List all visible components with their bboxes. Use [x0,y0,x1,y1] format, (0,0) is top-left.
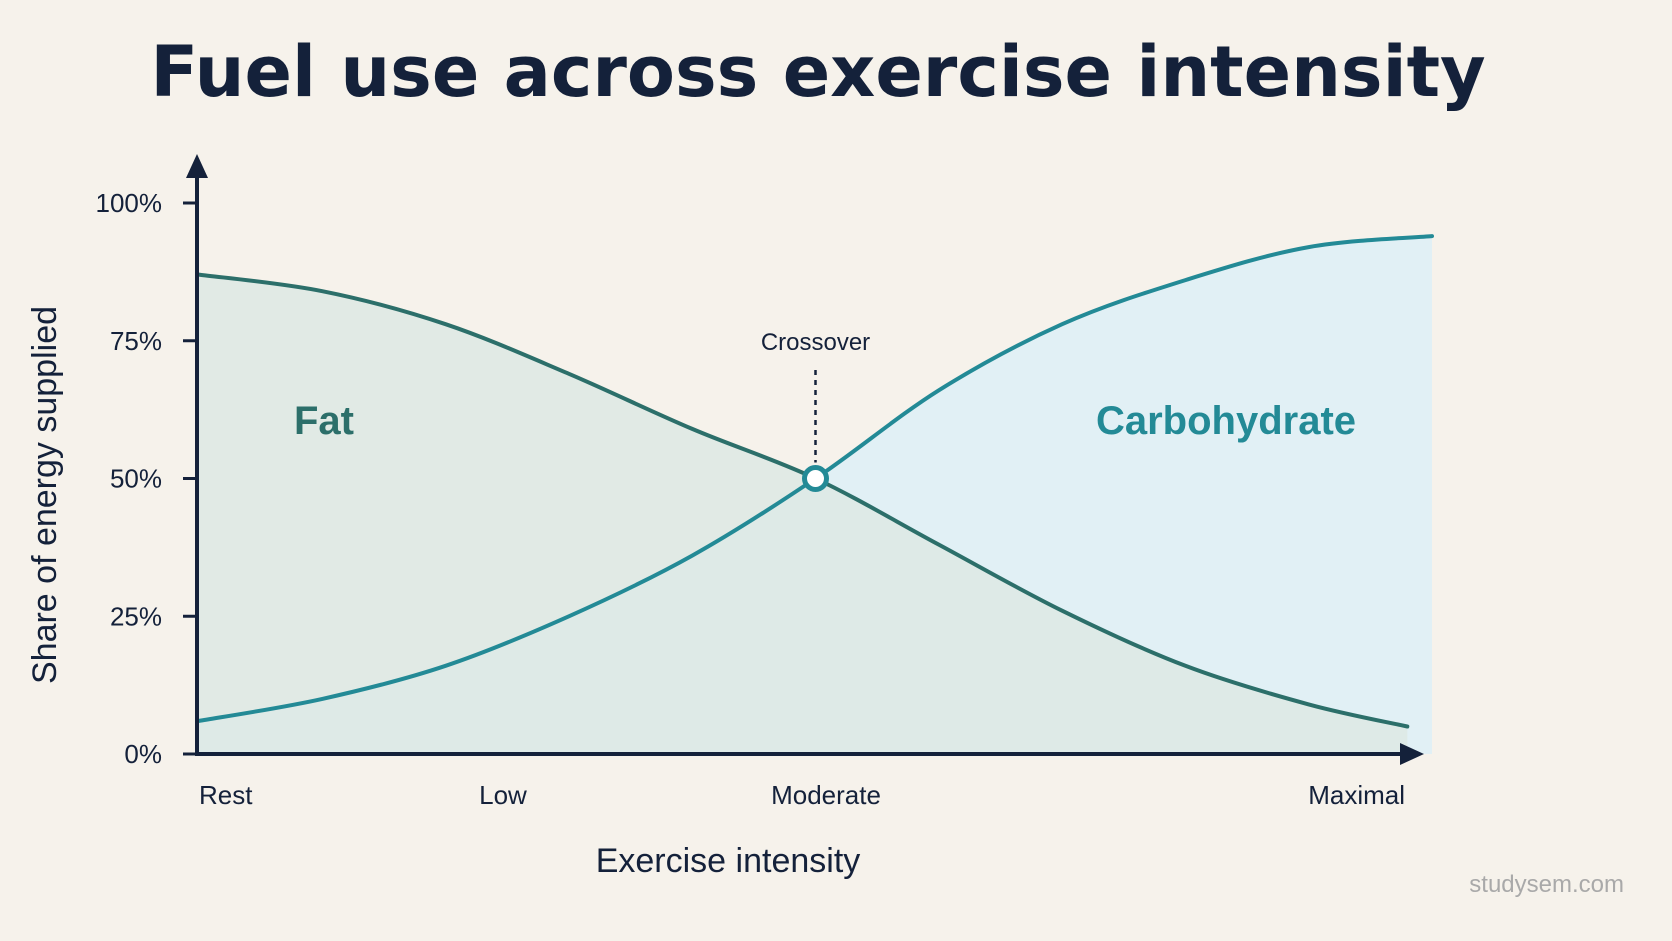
y-tick-label: 100% [96,188,163,218]
crossover-marker [802,465,829,492]
x-axis-arrow [1400,743,1424,765]
y-tick-label: 0% [124,739,162,769]
y-tick-label: 75% [110,326,162,356]
x-ticks: Rest Low Moderate Maximal [199,780,1405,810]
y-tick-label: 25% [110,601,162,631]
series-label-fat: Fat [294,399,354,443]
axes [186,154,1424,765]
area-layer [199,236,1432,755]
y-ticks: 0% 25% 50% 75% 100% [96,188,197,769]
crossover-label: Crossover [761,329,870,356]
chart-title: Fuel use across exercise intensity [150,31,1485,113]
annotation-layer: Crossover [761,329,870,492]
x-tick-label: Low [479,780,527,810]
x-axis-title: Exercise intensity [596,842,861,880]
series-label-carbohydrate: Carbohydrate [1096,399,1356,443]
x-tick-label: Rest [199,780,253,810]
x-tick-label: Maximal [1308,780,1405,810]
series-labels: Fat Carbohydrate [294,399,1356,443]
x-tick-label: Moderate [771,780,881,810]
y-axis-arrow [186,154,208,178]
y-tick-label: 50% [110,464,162,494]
watermark: studysem.com [1469,871,1624,898]
y-axis-title: Share of energy supplied [26,306,64,684]
area-fat [199,274,1408,754]
